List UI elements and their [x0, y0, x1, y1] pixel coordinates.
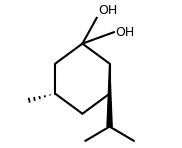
Text: OH: OH	[98, 4, 117, 17]
Text: OH: OH	[115, 26, 134, 39]
Polygon shape	[107, 64, 112, 127]
